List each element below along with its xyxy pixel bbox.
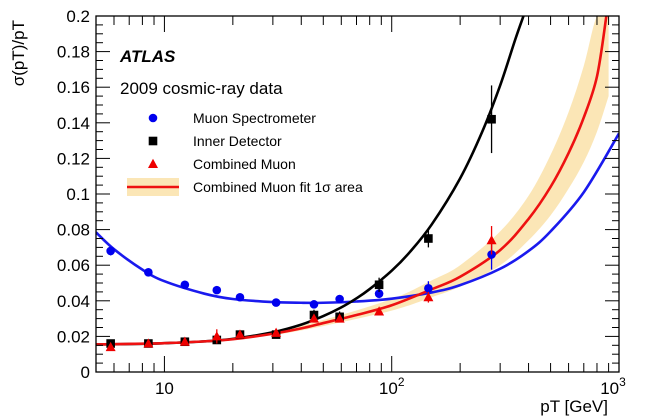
x-tick-label: 103 — [600, 375, 626, 398]
combined-muon-point — [486, 235, 497, 245]
combined-muon-point — [308, 313, 319, 323]
combined-muon-point — [143, 338, 154, 348]
legend-triangle-marker — [148, 158, 158, 168]
muon-spectrometer-point — [271, 298, 281, 307]
dataset-label: 2009 cosmic-ray data — [120, 79, 283, 98]
legend-square-marker — [148, 136, 158, 146]
x-tick-label-exponent: 3 — [619, 375, 626, 389]
y-tick-label: 0 — [81, 363, 90, 382]
combined-muon-fit-curve — [96, 16, 608, 346]
data-points-layer — [105, 85, 497, 352]
muon-spectrometer-point — [235, 292, 245, 302]
fit-uncertainty-band — [272, 16, 609, 336]
inner-detector-point — [487, 114, 496, 124]
combined-muon-point — [211, 331, 222, 341]
y-tick-label: 0.18 — [57, 43, 90, 62]
legend-label: Muon Spectrometer — [193, 110, 316, 126]
y-axis-title: σ(pT)/pT — [9, 20, 28, 86]
muon-spectrometer-point — [335, 294, 344, 304]
muon-spectrometer-point — [374, 289, 384, 298]
x-tick-label: 102 — [379, 375, 405, 398]
y-tick-label: 0.04 — [57, 292, 90, 311]
combined-muon-point — [271, 327, 282, 337]
legend: ATLAS 2009 cosmic-ray data Muon Spectromet… — [119, 47, 363, 196]
inner-detector-point — [374, 280, 384, 290]
y-tick-label: 0.06 — [57, 256, 90, 275]
x-tick-label-base: 10 — [155, 379, 174, 398]
fit-uncertainty-band-layer — [272, 16, 609, 336]
combined-muon-point — [179, 336, 190, 346]
legend-label: Inner Detector — [193, 133, 282, 149]
x-axis-title: pT [GeV] — [540, 397, 608, 416]
combined-muon-point — [374, 306, 385, 316]
y-tick-label: 0.16 — [57, 78, 90, 97]
y-tick-label: 0.1 — [66, 185, 90, 204]
inner-detector-point — [424, 234, 433, 243]
legend-entry: Combined Muon — [148, 156, 296, 172]
x-tick-label-base: 10 — [600, 379, 619, 398]
muon-spectrometer-point — [180, 280, 190, 290]
y-tick-label: 0.12 — [57, 149, 90, 168]
legend-circle-marker — [148, 113, 158, 123]
combined-muon-point — [105, 341, 116, 352]
y-tick-label: 0.2 — [66, 7, 90, 26]
y-tick-label: 0.14 — [57, 114, 90, 133]
y-tick-label: 0.08 — [57, 221, 90, 240]
combined-muon-point — [234, 329, 245, 339]
legend-entry: Inner Detector — [148, 133, 282, 149]
legend-label: Combined Muon fit 1σ area — [193, 179, 363, 195]
legend-entry: Muon Spectrometer — [148, 110, 316, 126]
axes-layer: 0 0.02 0.04 0.06 0.08 0.1 0.12 0.14 0.16 0.18 0.2 1… — [9, 7, 626, 416]
experiment-label: ATLAS — [119, 47, 176, 66]
combined-muon-point — [423, 292, 434, 302]
y-tick-label: 0.02 — [57, 327, 90, 346]
x-tick-label: 10 — [155, 379, 174, 398]
muon-spectrometer-series — [106, 239, 496, 309]
legend-entry: Combined Muon fit 1σ area — [127, 178, 363, 196]
x-tick-label-base: 10 — [379, 379, 398, 398]
muon-spectrometer-point — [106, 246, 115, 256]
combined-muon-point — [334, 313, 345, 323]
muon-spectrometer-point — [144, 268, 153, 277]
combined-muon-series — [105, 226, 497, 352]
muon-spectrometer-point — [309, 300, 319, 309]
muon-spectrometer-point — [212, 285, 222, 295]
muon-spectrometer-point — [424, 284, 433, 293]
x-tick-label-exponent: 2 — [398, 375, 405, 389]
legend-label: Combined Muon — [193, 156, 296, 172]
